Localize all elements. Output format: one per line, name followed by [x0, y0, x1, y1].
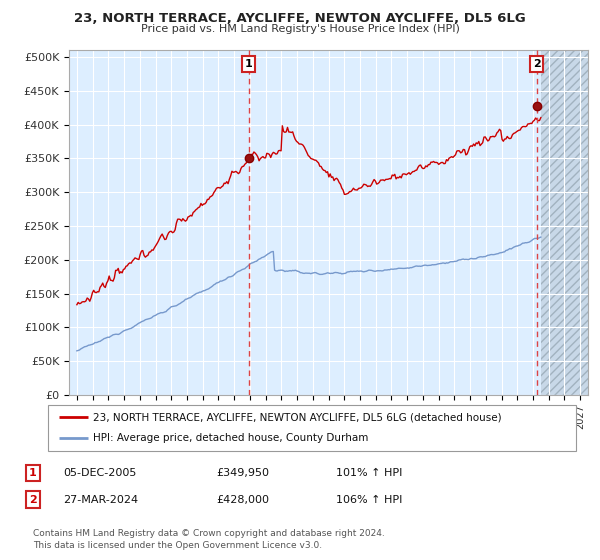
Text: 23, NORTH TERRACE, AYCLIFFE, NEWTON AYCLIFFE, DL5 6LG (detached house): 23, NORTH TERRACE, AYCLIFFE, NEWTON AYCL… — [93, 412, 502, 422]
Text: HPI: Average price, detached house, County Durham: HPI: Average price, detached house, Coun… — [93, 433, 368, 444]
Text: 106% ↑ HPI: 106% ↑ HPI — [336, 494, 403, 505]
Text: Price paid vs. HM Land Registry's House Price Index (HPI): Price paid vs. HM Land Registry's House … — [140, 24, 460, 34]
Text: £349,950: £349,950 — [216, 468, 269, 478]
Text: 1: 1 — [245, 59, 253, 69]
Text: 23, NORTH TERRACE, AYCLIFFE, NEWTON AYCLIFFE, DL5 6LG: 23, NORTH TERRACE, AYCLIFFE, NEWTON AYCL… — [74, 12, 526, 25]
Text: £428,000: £428,000 — [216, 494, 269, 505]
Text: 101% ↑ HPI: 101% ↑ HPI — [336, 468, 403, 478]
Bar — [541, 50, 588, 395]
Text: 05-DEC-2005: 05-DEC-2005 — [63, 468, 136, 478]
Text: 2: 2 — [29, 494, 37, 505]
Text: 27-MAR-2024: 27-MAR-2024 — [63, 494, 138, 505]
Text: 1: 1 — [29, 468, 37, 478]
Bar — [541, 50, 588, 395]
Text: 2: 2 — [533, 59, 541, 69]
Text: Contains HM Land Registry data © Crown copyright and database right 2024.
This d: Contains HM Land Registry data © Crown c… — [33, 529, 385, 550]
